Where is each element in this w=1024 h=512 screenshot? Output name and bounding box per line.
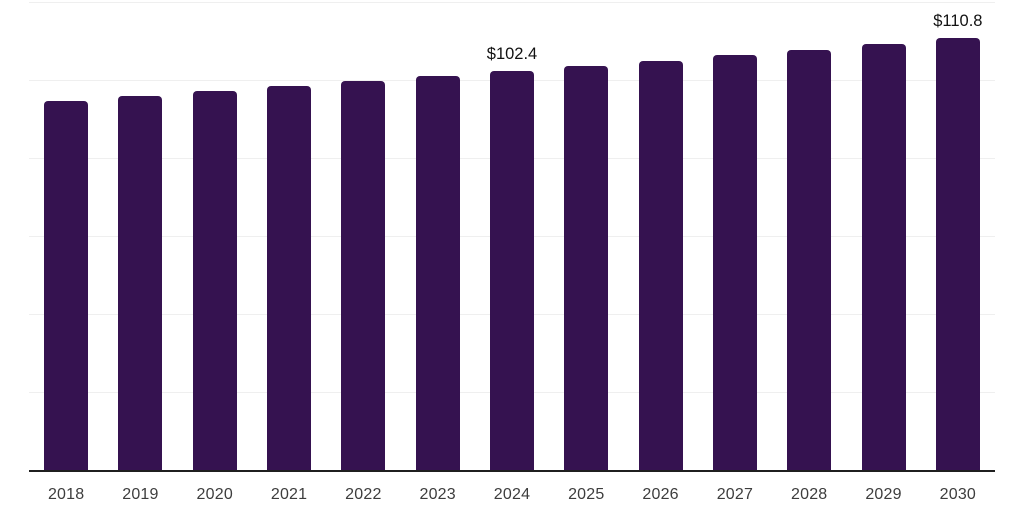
x-axis-label-2026: 2026: [642, 486, 679, 503]
bar-2028: [787, 49, 832, 471]
data-label-2024: $102.4: [486, 45, 538, 64]
bar-2025: [564, 65, 609, 471]
x-axis-label-2024: 2024: [493, 486, 531, 503]
x-axis-label-2022: 2022: [345, 486, 382, 503]
gridline: [29, 2, 995, 3]
bar-2030: [935, 38, 980, 471]
x-axis-label-2025: 2025: [568, 486, 605, 503]
bar-2018: [44, 101, 89, 471]
data-label-2030: $110.8: [933, 12, 983, 31]
x-axis-label-2027: 2027: [716, 486, 754, 503]
x-axis-label-2029: 2029: [865, 486, 902, 503]
x-axis-line: [29, 470, 995, 472]
bar-2019: [118, 96, 163, 471]
bar-2020: [192, 91, 237, 471]
bar-2021: [267, 86, 312, 471]
bar-2022: [341, 81, 386, 471]
bar-2023: [415, 76, 460, 471]
x-axis-label-2018: 2018: [47, 486, 85, 503]
x-axis-label-2020: 2020: [196, 486, 233, 503]
x-axis-label-2028: 2028: [791, 486, 828, 503]
bar-2029: [861, 44, 906, 471]
x-axis-label-2019: 2019: [122, 486, 159, 503]
bar-2027: [712, 55, 757, 471]
x-axis-label-2021: 2021: [270, 486, 308, 503]
bar-2024: [490, 71, 534, 471]
x-axis-label-2023: 2023: [419, 486, 456, 503]
x-axis-label-2030: 2030: [939, 486, 977, 503]
bar-2026: [638, 60, 683, 471]
